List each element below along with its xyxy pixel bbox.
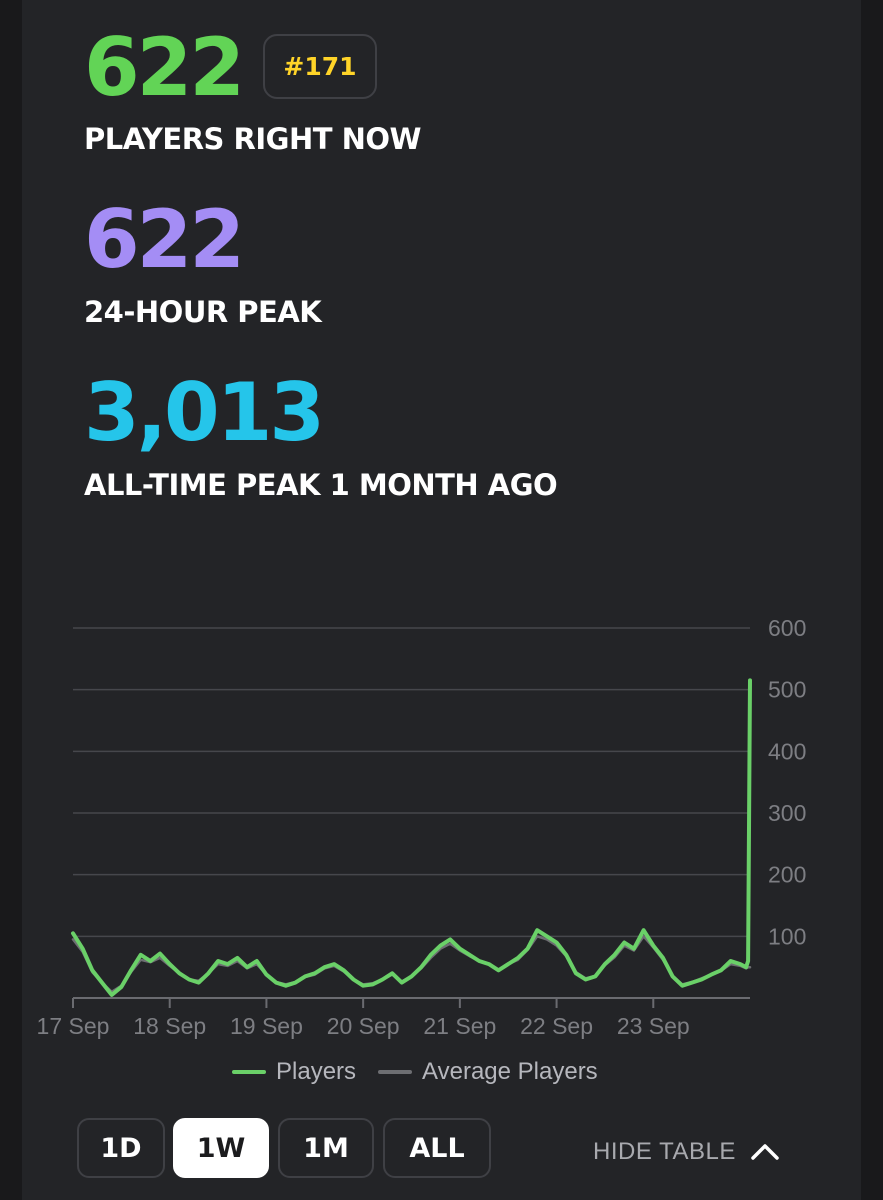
legend-label-players: Players	[276, 1058, 357, 1085]
legend-label-average-players: Average Players	[422, 1058, 598, 1085]
legend-swatch-average-players	[378, 1070, 413, 1074]
legend-swatch-players	[232, 1070, 266, 1074]
hide-table-toggle[interactable]: HIDE TABLE	[593, 1138, 780, 1166]
x-tick-label: 22 Sep	[520, 1013, 593, 1039]
chart-series	[71, 678, 752, 997]
x-tick-label: 21 Sep	[423, 1013, 496, 1039]
series-line-average-players	[71, 935, 752, 994]
legend-item-players[interactable]: Players	[232, 1058, 356, 1086]
x-tick-label: 18 Sep	[133, 1013, 206, 1039]
y-tick-label: 500	[768, 677, 806, 703]
range-button-1w[interactable]: 1W	[173, 1118, 269, 1178]
chart-legend: Players Average Players	[232, 1058, 598, 1086]
x-tick-label: 19 Sep	[230, 1013, 303, 1039]
current-players-label: PLAYERS RIGHT NOW	[84, 122, 422, 156]
peak-24h-value: 622	[84, 193, 245, 286]
y-tick-label: 600	[768, 615, 806, 641]
chart-gridlines	[73, 627, 750, 999]
x-tick-label: 23 Sep	[617, 1013, 690, 1039]
x-tick-label: 17 Sep	[37, 1013, 110, 1039]
range-button-1d[interactable]: 1D	[77, 1118, 165, 1178]
y-tick-label: 300	[768, 800, 806, 826]
all-time-peak-label: ALL-TIME PEAK 1 MONTH AGO	[84, 468, 558, 502]
player-count-chart[interactable]: 100 200 300 400 500 600 17 Sep 18 Sep 19 Sep 20 …	[0, 600, 883, 1050]
y-tick-label: 200	[768, 862, 806, 888]
game-stats-panel: 622 #171 PLAYERS RIGHT NOW 622 24-HOUR P…	[22, 0, 861, 1200]
y-axis-ticks: 100 200 300 400 500 600	[768, 615, 806, 949]
y-tick-label: 100	[768, 923, 806, 949]
hide-table-label: HIDE TABLE	[593, 1138, 736, 1165]
rank-badge: #171	[263, 34, 377, 99]
x-axis-ticks: 17 Sep 18 Sep 19 Sep 20 Sep 21 Sep 22 Sep 23 S…	[37, 998, 690, 1039]
series-line-players	[71, 678, 752, 997]
range-button-1m[interactable]: 1M	[278, 1118, 374, 1178]
all-time-peak-value: 3,013	[84, 366, 325, 459]
x-tick-label: 20 Sep	[327, 1013, 400, 1039]
chevron-up-icon	[751, 1144, 779, 1160]
current-players-value: 622	[84, 21, 245, 114]
range-button-all[interactable]: ALL	[383, 1118, 491, 1178]
peak-24h-label: 24-HOUR PEAK	[84, 295, 322, 329]
y-tick-label: 400	[768, 738, 806, 764]
legend-item-average-players[interactable]: Average Players	[378, 1058, 598, 1086]
